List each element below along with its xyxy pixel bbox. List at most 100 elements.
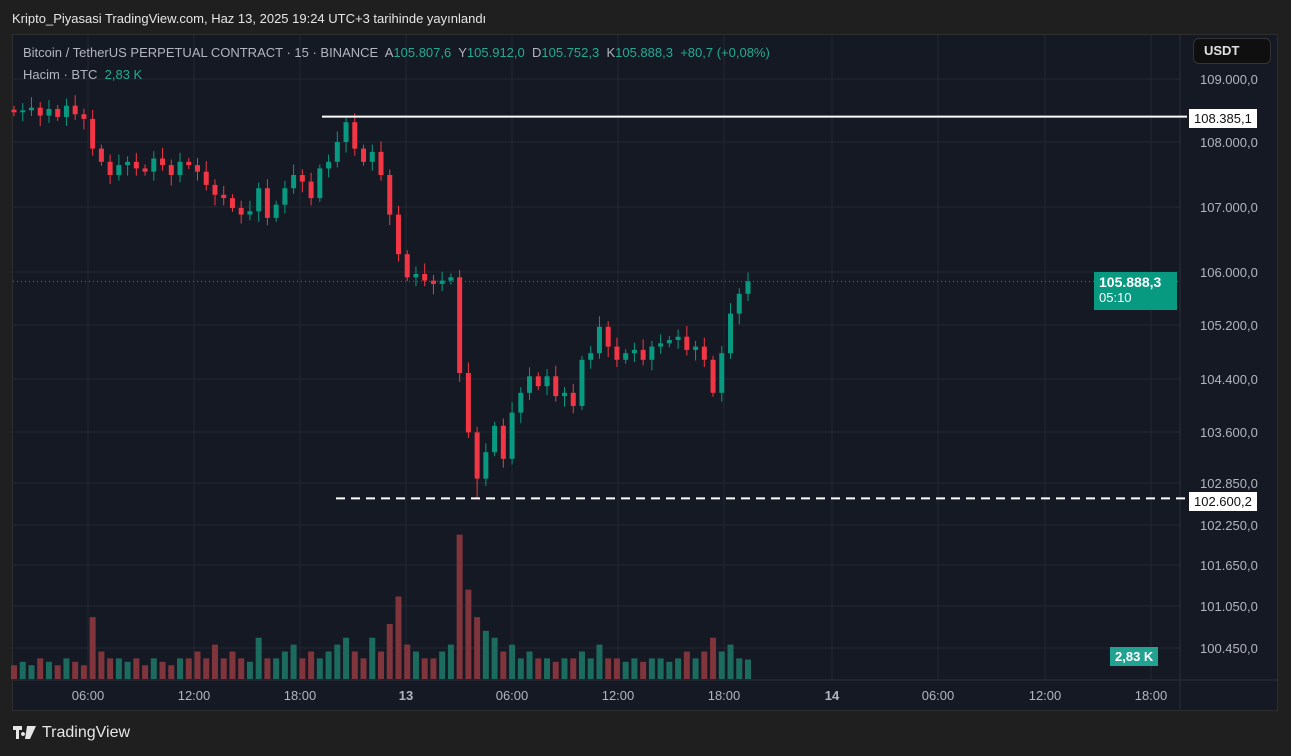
time-axis-label: 14 — [825, 688, 840, 703]
volume-bar — [343, 637, 350, 679]
candle-body — [395, 214, 401, 255]
volume-bar — [421, 658, 428, 679]
candle-body — [492, 425, 498, 453]
candle-body — [518, 392, 524, 413]
price-axis-label: 101.650,0 — [1200, 558, 1258, 573]
candle-body — [701, 346, 707, 360]
candle-body — [256, 188, 262, 212]
high-value: 105.912,0 — [466, 45, 525, 60]
candle-body — [658, 343, 664, 347]
last-price-tag: 105.888,3 05:10 — [1094, 272, 1177, 310]
volume-bar — [718, 651, 725, 679]
volume-bar — [63, 658, 70, 679]
tradingview-logo[interactable]: TradingView — [13, 724, 130, 742]
volume-legend: Hacim · BTC 2,83 K — [23, 67, 142, 82]
time-axis-label: 13 — [399, 688, 413, 703]
close-value: 105.888,3 — [615, 45, 673, 60]
volume-bar — [456, 534, 463, 679]
volume-bar — [701, 651, 708, 679]
candle-body — [527, 376, 533, 393]
volume-bar — [150, 658, 157, 679]
volume-bar — [142, 665, 149, 679]
volume-bar — [255, 637, 262, 679]
time-axis-label: 18:00 — [284, 688, 317, 703]
candle-body — [72, 105, 78, 115]
time-axis-label: 12:00 — [178, 688, 211, 703]
candle-body — [11, 109, 17, 113]
candle-body — [404, 254, 410, 278]
candle-body — [186, 161, 192, 166]
volume-bar — [631, 658, 638, 679]
published-caption: Kripto_Piyasasi TradingView.com, Haz 13,… — [12, 11, 487, 26]
candle-body — [378, 151, 384, 175]
volume-bar — [334, 644, 341, 679]
candle-body — [649, 346, 655, 360]
candle-body — [20, 110, 26, 113]
volume-bar — [281, 651, 288, 679]
volume-bar — [482, 630, 489, 679]
volume-bar — [133, 658, 140, 679]
candle-body — [728, 313, 734, 354]
volume-bar — [683, 651, 690, 679]
candle-body — [37, 107, 43, 116]
candle-body — [553, 376, 559, 397]
candle-body — [195, 165, 200, 172]
candle-body — [168, 165, 174, 175]
volume-bar — [246, 661, 253, 679]
volume-bar — [544, 658, 551, 679]
candle-body — [98, 148, 104, 162]
volume-bar — [561, 658, 568, 679]
volume-bar — [299, 658, 306, 679]
volume-bar — [509, 644, 516, 679]
volume-bar — [465, 589, 472, 679]
currency-button[interactable]: USDT — [1193, 38, 1271, 64]
candle-body — [361, 148, 367, 162]
candle-body — [116, 165, 122, 175]
candle-body — [562, 392, 567, 397]
close-label: K — [606, 45, 616, 60]
volume-bar — [727, 644, 734, 679]
candle-body — [439, 280, 445, 284]
volume-bar — [386, 624, 393, 679]
price-axis-label: 108.000,0 — [1200, 135, 1258, 150]
support-price-tag: 102.600,2 — [1189, 492, 1257, 511]
high-label: Y — [458, 45, 467, 60]
volume-bar — [80, 665, 87, 679]
volume-bar — [710, 637, 717, 679]
volume-bar — [369, 637, 376, 679]
candle-body — [631, 349, 637, 354]
candle-body — [719, 353, 725, 393]
open-label: A — [384, 45, 394, 60]
volume-bar — [19, 661, 26, 679]
candle-body — [570, 392, 576, 406]
last-price: 105.888,3 — [1099, 274, 1162, 290]
volume-bar — [229, 651, 236, 679]
time-axis-label: 18:00 — [1135, 688, 1168, 703]
volume-bar — [491, 637, 498, 679]
volume-bar — [640, 661, 647, 679]
candle-body — [63, 105, 69, 117]
candle-body — [693, 346, 699, 350]
volume-bar — [578, 651, 585, 679]
candle-body — [457, 277, 463, 373]
volume-bar — [89, 617, 96, 679]
chart-panel[interactable] — [12, 34, 1278, 711]
candle-body — [238, 208, 244, 215]
candle-body — [588, 353, 594, 360]
time-axis-label: 06:00 — [496, 688, 529, 703]
candle-body — [291, 175, 297, 189]
volume-bar — [177, 658, 184, 679]
volume-bar — [666, 661, 673, 679]
volume-bar — [500, 651, 507, 679]
volume-bar — [11, 665, 17, 679]
volume-bar — [745, 659, 751, 679]
volume-bar — [692, 658, 699, 679]
low-value: 105.752,3 — [541, 45, 600, 60]
candle-body — [413, 274, 419, 278]
candle-body — [579, 359, 585, 406]
candle-body — [326, 161, 332, 169]
candle-body — [745, 281, 751, 294]
volume-bar — [395, 596, 402, 679]
price-axis-label: 106.000,0 — [1200, 265, 1258, 280]
